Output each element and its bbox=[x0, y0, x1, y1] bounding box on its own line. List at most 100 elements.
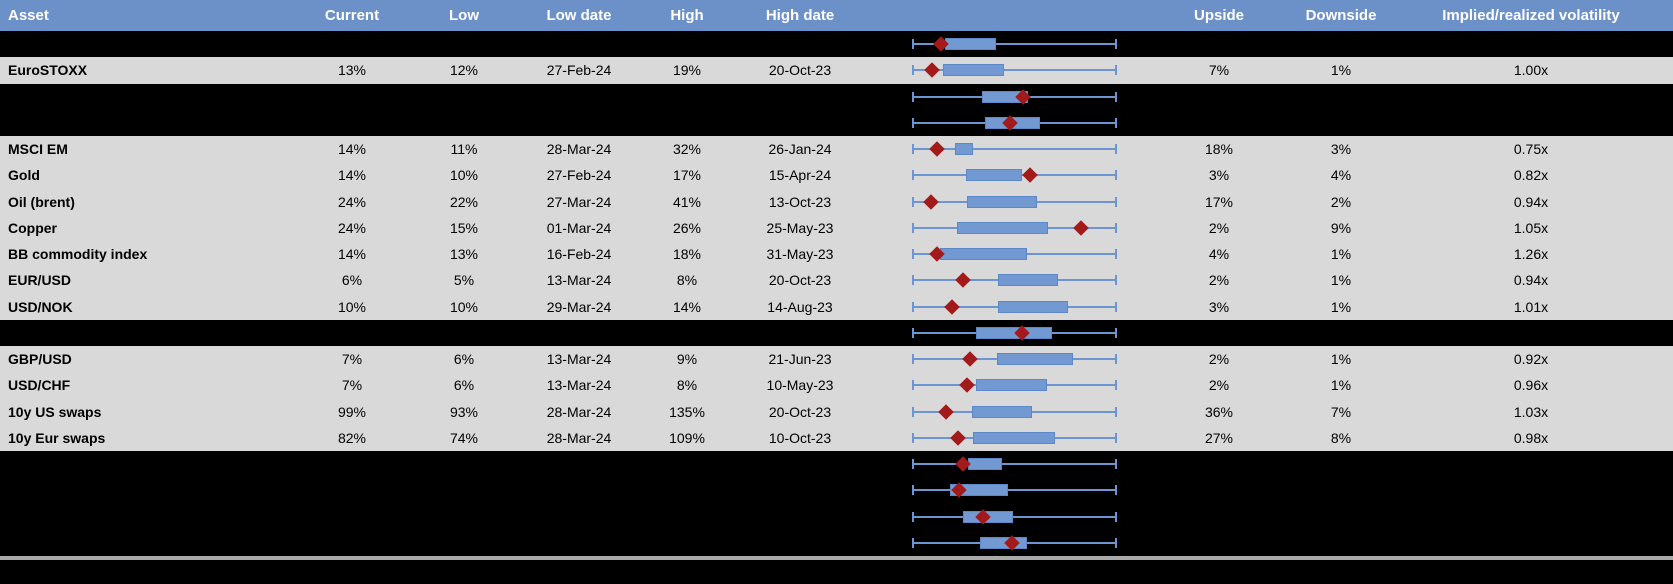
downside-cell[interactable]: 1% bbox=[1330, 62, 1352, 79]
low-cell[interactable]: 22% bbox=[449, 193, 479, 210]
high-date-cell[interactable]: 14-Aug-23 bbox=[767, 298, 833, 315]
high-date-cell[interactable]: 13-Oct-23 bbox=[768, 193, 832, 210]
high-cell[interactable]: 135% bbox=[669, 403, 705, 420]
upside-cell[interactable]: 27% bbox=[1204, 429, 1234, 446]
asset-name-cell[interactable]: BB commodity index bbox=[8, 246, 148, 263]
downside-cell[interactable]: 1% bbox=[1330, 377, 1352, 394]
asset-name-cell[interactable]: EuroSTOXX bbox=[8, 62, 88, 79]
implied-realized-vol-cell[interactable]: 0.96x bbox=[1513, 377, 1549, 394]
asset-name-cell[interactable]: 10y US swaps bbox=[8, 403, 102, 420]
implied-realized-vol-cell[interactable]: 0.92x bbox=[1513, 351, 1549, 368]
upside-cell[interactable]: 2% bbox=[1208, 272, 1230, 289]
low-cell[interactable]: 6% bbox=[453, 351, 475, 368]
upside-cell[interactable]: 2% bbox=[1208, 351, 1230, 368]
current-cell[interactable]: 24% bbox=[337, 219, 367, 236]
asset-name-cell[interactable]: USD/NOK bbox=[8, 298, 73, 315]
high-cell[interactable]: 26% bbox=[672, 219, 702, 236]
downside-cell[interactable]: 1% bbox=[1330, 298, 1352, 315]
low-cell[interactable]: 13% bbox=[449, 246, 479, 263]
upside-cell[interactable]: 3% bbox=[1208, 298, 1230, 315]
low-date-cell[interactable]: 01-Mar-24 bbox=[546, 219, 612, 236]
current-cell[interactable]: 6% bbox=[341, 272, 363, 289]
implied-realized-vol-cell[interactable]: 0.94x bbox=[1513, 193, 1549, 210]
current-cell[interactable]: 99% bbox=[337, 403, 367, 420]
current-cell[interactable]: 14% bbox=[337, 167, 367, 184]
header-high-date[interactable]: High date bbox=[765, 7, 835, 24]
implied-realized-vol-cell[interactable]: 0.98x bbox=[1513, 429, 1549, 446]
downside-cell[interactable]: 3% bbox=[1330, 141, 1352, 158]
high-cell[interactable]: 14% bbox=[672, 298, 702, 315]
high-date-cell[interactable]: 21-Jun-23 bbox=[768, 351, 832, 368]
high-date-cell[interactable]: 20-Oct-23 bbox=[768, 403, 832, 420]
current-cell[interactable]: 10% bbox=[337, 298, 367, 315]
upside-cell[interactable]: 4% bbox=[1208, 246, 1230, 263]
header-implied-realized-volatility[interactable]: Implied/realized volatility bbox=[1442, 7, 1620, 24]
current-cell[interactable]: 24% bbox=[337, 193, 367, 210]
current-cell[interactable]: 13% bbox=[337, 62, 367, 79]
upside-cell[interactable]: 2% bbox=[1208, 377, 1230, 394]
high-cell[interactable]: 9% bbox=[676, 351, 698, 368]
high-cell[interactable]: 17% bbox=[672, 167, 702, 184]
upside-cell[interactable]: 17% bbox=[1204, 193, 1234, 210]
low-cell[interactable]: 6% bbox=[453, 377, 475, 394]
upside-cell[interactable]: 3% bbox=[1208, 167, 1230, 184]
current-cell[interactable]: 14% bbox=[337, 246, 367, 263]
header-downside[interactable]: Downside bbox=[1305, 7, 1377, 24]
low-cell[interactable]: 74% bbox=[449, 429, 479, 446]
high-date-cell[interactable]: 10-Oct-23 bbox=[768, 429, 832, 446]
low-date-cell[interactable]: 13-Mar-24 bbox=[546, 377, 612, 394]
high-date-cell[interactable]: 26-Jan-24 bbox=[768, 141, 832, 158]
low-date-cell[interactable]: 13-Mar-24 bbox=[546, 272, 612, 289]
current-cell[interactable]: 7% bbox=[341, 351, 363, 368]
current-cell[interactable]: 14% bbox=[337, 141, 367, 158]
high-date-cell[interactable]: 20-Oct-23 bbox=[768, 272, 832, 289]
implied-realized-vol-cell[interactable]: 1.00x bbox=[1513, 62, 1549, 79]
header-asset[interactable]: Asset bbox=[8, 7, 49, 24]
downside-cell[interactable]: 1% bbox=[1330, 272, 1352, 289]
downside-cell[interactable]: 1% bbox=[1330, 246, 1352, 263]
low-date-cell[interactable]: 27-Feb-24 bbox=[546, 167, 612, 184]
low-cell[interactable]: 10% bbox=[449, 167, 479, 184]
high-date-cell[interactable]: 10-May-23 bbox=[766, 377, 834, 394]
downside-cell[interactable]: 9% bbox=[1330, 219, 1352, 236]
header-low[interactable]: Low bbox=[449, 7, 479, 24]
low-cell[interactable]: 93% bbox=[449, 403, 479, 420]
upside-cell[interactable]: 7% bbox=[1208, 62, 1230, 79]
downside-cell[interactable]: 1% bbox=[1330, 351, 1352, 368]
header-upside[interactable]: Upside bbox=[1193, 7, 1244, 24]
asset-name-cell[interactable]: GBP/USD bbox=[8, 351, 72, 368]
high-date-cell[interactable]: 15-Apr-24 bbox=[768, 167, 832, 184]
downside-cell[interactable]: 7% bbox=[1330, 403, 1352, 420]
asset-name-cell[interactable]: EUR/USD bbox=[8, 272, 72, 289]
low-date-cell[interactable]: 27-Feb-24 bbox=[546, 62, 612, 79]
low-date-cell[interactable]: 28-Mar-24 bbox=[546, 403, 612, 420]
low-cell[interactable]: 5% bbox=[453, 272, 475, 289]
high-cell[interactable]: 19% bbox=[672, 62, 702, 79]
low-cell[interactable]: 10% bbox=[449, 298, 479, 315]
low-date-cell[interactable]: 13-Mar-24 bbox=[546, 351, 612, 368]
low-date-cell[interactable]: 16-Feb-24 bbox=[546, 246, 612, 263]
implied-realized-vol-cell[interactable]: 1.01x bbox=[1513, 298, 1549, 315]
high-cell[interactable]: 8% bbox=[676, 377, 698, 394]
downside-cell[interactable]: 8% bbox=[1330, 429, 1352, 446]
low-cell[interactable]: 11% bbox=[450, 141, 478, 158]
asset-name-cell[interactable]: 10y Eur swaps bbox=[8, 429, 106, 446]
implied-realized-vol-cell[interactable]: 0.75x bbox=[1513, 141, 1549, 158]
high-date-cell[interactable]: 25-May-23 bbox=[766, 219, 834, 236]
current-cell[interactable]: 82% bbox=[337, 429, 367, 446]
header-high[interactable]: High bbox=[670, 7, 704, 24]
upside-cell[interactable]: 18% bbox=[1204, 141, 1234, 158]
implied-realized-vol-cell[interactable]: 1.03x bbox=[1513, 403, 1549, 420]
upside-cell[interactable]: 2% bbox=[1208, 219, 1230, 236]
low-cell[interactable]: 15% bbox=[449, 219, 479, 236]
high-date-cell[interactable]: 20-Oct-23 bbox=[768, 62, 832, 79]
low-date-cell[interactable]: 27-Mar-24 bbox=[546, 193, 612, 210]
low-date-cell[interactable]: 29-Mar-24 bbox=[546, 298, 612, 315]
downside-cell[interactable]: 4% bbox=[1330, 167, 1352, 184]
asset-name-cell[interactable]: Oil (brent) bbox=[8, 193, 75, 210]
asset-name-cell[interactable]: USD/CHF bbox=[8, 377, 71, 394]
upside-cell[interactable]: 36% bbox=[1204, 403, 1234, 420]
implied-realized-vol-cell[interactable]: 0.82x bbox=[1513, 167, 1549, 184]
high-cell[interactable]: 109% bbox=[669, 429, 705, 446]
asset-name-cell[interactable]: MSCI EM bbox=[8, 141, 68, 158]
